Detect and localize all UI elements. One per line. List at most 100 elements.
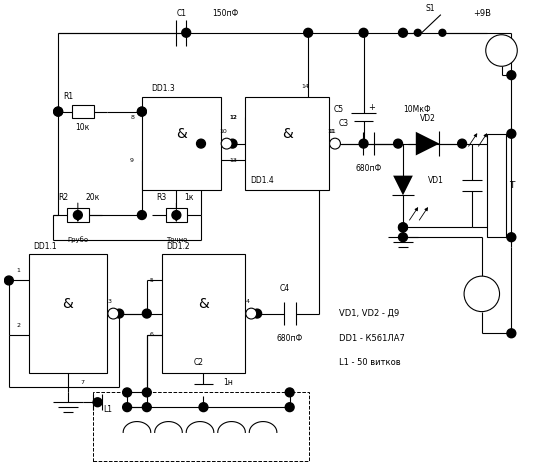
Circle shape xyxy=(253,309,262,318)
Circle shape xyxy=(137,210,146,219)
Polygon shape xyxy=(416,132,440,155)
Text: +9В: +9В xyxy=(473,9,491,18)
Circle shape xyxy=(399,28,407,37)
Bar xyxy=(487,134,507,237)
Text: &: & xyxy=(198,297,209,311)
Circle shape xyxy=(330,138,340,149)
Text: R1: R1 xyxy=(63,92,73,101)
Text: 8: 8 xyxy=(130,115,134,120)
Circle shape xyxy=(304,28,312,37)
Text: &: & xyxy=(282,127,293,141)
Text: 11: 11 xyxy=(328,129,336,134)
Bar xyxy=(28,255,107,373)
Text: 5: 5 xyxy=(150,278,154,283)
Text: DD1 - К561ЛА7: DD1 - К561ЛА7 xyxy=(339,334,405,343)
Text: 9: 9 xyxy=(130,158,134,163)
Circle shape xyxy=(137,107,146,116)
Text: 20к: 20к xyxy=(86,193,100,202)
Circle shape xyxy=(507,329,516,337)
Circle shape xyxy=(137,107,146,116)
Polygon shape xyxy=(393,176,413,195)
Text: 1: 1 xyxy=(17,268,21,273)
Circle shape xyxy=(172,210,181,219)
Bar xyxy=(142,97,221,191)
Text: +: + xyxy=(368,103,375,112)
Text: 4: 4 xyxy=(245,299,249,304)
Text: L1 - 50 витков: L1 - 50 витков xyxy=(339,358,400,367)
Text: T: T xyxy=(509,181,515,190)
Text: VD1, VD2 - Д9: VD1, VD2 - Д9 xyxy=(339,309,399,318)
Text: C5: C5 xyxy=(334,105,344,114)
Circle shape xyxy=(486,35,517,66)
Text: 10к: 10к xyxy=(76,123,90,132)
Text: DD1.2: DD1.2 xyxy=(167,242,190,251)
Circle shape xyxy=(399,223,407,232)
Circle shape xyxy=(221,138,232,149)
Text: R2: R2 xyxy=(58,193,68,202)
Text: DD1.1: DD1.1 xyxy=(34,242,57,251)
Circle shape xyxy=(393,139,403,148)
Circle shape xyxy=(359,139,368,148)
Text: 150пФ: 150пФ xyxy=(212,9,239,18)
Text: 14: 14 xyxy=(301,84,309,90)
Circle shape xyxy=(507,71,516,80)
Text: 12: 12 xyxy=(229,115,237,120)
Circle shape xyxy=(246,308,257,319)
Text: 1к: 1к xyxy=(184,193,193,202)
Circle shape xyxy=(285,403,294,411)
Text: C1: C1 xyxy=(176,9,187,18)
Circle shape xyxy=(414,29,421,36)
Bar xyxy=(93,392,309,461)
Text: S1: S1 xyxy=(426,4,435,13)
Circle shape xyxy=(73,210,82,219)
Circle shape xyxy=(182,28,191,37)
Text: 2: 2 xyxy=(17,322,21,328)
Text: 680пФ: 680пФ xyxy=(277,334,303,343)
Text: DD1.4: DD1.4 xyxy=(250,176,274,185)
Circle shape xyxy=(285,388,294,397)
Text: DD1.3: DD1.3 xyxy=(152,84,175,93)
Text: 12: 12 xyxy=(229,115,237,120)
Text: C2: C2 xyxy=(193,358,204,367)
Text: 10: 10 xyxy=(220,129,228,134)
Circle shape xyxy=(458,139,466,148)
Circle shape xyxy=(399,223,407,232)
Text: VD1: VD1 xyxy=(428,176,443,185)
Circle shape xyxy=(399,233,407,242)
Bar xyxy=(245,97,329,191)
Text: 1н: 1н xyxy=(487,171,497,180)
Circle shape xyxy=(54,107,63,116)
Bar xyxy=(72,105,94,118)
Circle shape xyxy=(108,308,119,319)
Text: 3: 3 xyxy=(107,299,111,304)
Text: 7: 7 xyxy=(81,380,85,385)
Circle shape xyxy=(439,29,446,36)
Circle shape xyxy=(507,233,516,242)
Text: L1: L1 xyxy=(103,405,112,414)
Bar xyxy=(67,208,88,222)
Circle shape xyxy=(464,276,500,311)
Text: R3: R3 xyxy=(157,193,167,202)
Circle shape xyxy=(93,398,102,407)
Text: C3: C3 xyxy=(339,119,349,128)
Circle shape xyxy=(123,403,131,411)
Text: 13: 13 xyxy=(229,158,237,163)
Text: Грубо: Грубо xyxy=(68,236,88,243)
Circle shape xyxy=(507,129,516,138)
Text: VD2: VD2 xyxy=(420,115,436,124)
Circle shape xyxy=(197,139,205,148)
Text: &: & xyxy=(63,297,73,311)
Text: C4: C4 xyxy=(280,284,290,293)
Bar xyxy=(166,208,187,222)
Circle shape xyxy=(199,403,208,411)
Circle shape xyxy=(4,276,13,285)
Circle shape xyxy=(143,388,151,397)
Text: 1н: 1н xyxy=(223,378,233,387)
Text: Точно: Точно xyxy=(166,237,187,243)
Circle shape xyxy=(143,309,151,318)
Text: 680пФ: 680пФ xyxy=(355,164,382,173)
Circle shape xyxy=(115,309,124,318)
Circle shape xyxy=(359,28,368,37)
Circle shape xyxy=(143,403,151,411)
Text: 6: 6 xyxy=(150,332,154,337)
